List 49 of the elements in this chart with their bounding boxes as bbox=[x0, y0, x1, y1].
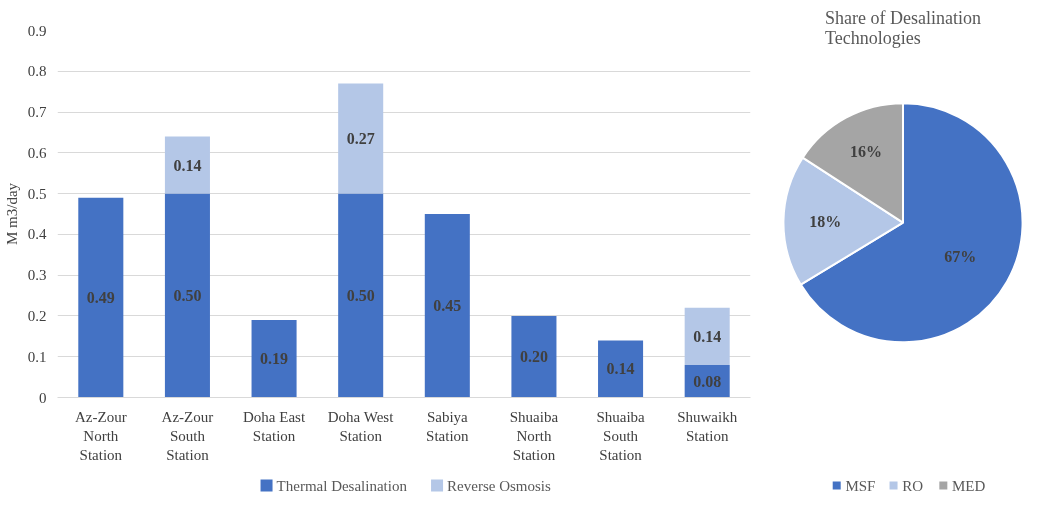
data-label: 0.45 bbox=[433, 297, 462, 315]
y-tick-label: 0.1 bbox=[27, 348, 47, 365]
bar bbox=[164, 193, 210, 398]
data-label: 0.14 bbox=[173, 156, 202, 174]
x-tick-label: Doha West Station bbox=[327, 408, 395, 444]
y-axis-title: M m3/day bbox=[3, 182, 20, 246]
bar bbox=[78, 197, 124, 398]
legend-label: Thermal Desalination bbox=[276, 477, 408, 494]
data-label: 0.14 bbox=[693, 327, 722, 345]
data-label: 0.14 bbox=[606, 360, 635, 378]
x-tick-label: Shuaiba South Station bbox=[596, 408, 646, 463]
y-tick-label: 0.7 bbox=[27, 104, 47, 121]
y-tick-label: 0.6 bbox=[27, 144, 47, 161]
x-tick-label: Doha East Station bbox=[243, 408, 306, 444]
data-label: 18% bbox=[809, 212, 842, 230]
legend-label: MED bbox=[952, 477, 986, 494]
legend-label: MSF bbox=[845, 477, 876, 494]
chart-title: Share of Desalination Technologies bbox=[825, 7, 981, 48]
y-tick-label: 0.5 bbox=[27, 185, 47, 202]
bar bbox=[338, 193, 384, 398]
legend-label: RO bbox=[902, 477, 924, 494]
bar bbox=[338, 83, 384, 194]
data-label: 67% bbox=[944, 248, 977, 266]
bar bbox=[684, 307, 730, 365]
bar bbox=[164, 136, 210, 194]
data-label: 0.49 bbox=[86, 289, 115, 307]
y-tick-label: 0.3 bbox=[27, 267, 47, 284]
data-label: 0.50 bbox=[173, 287, 202, 305]
data-label: 0.19 bbox=[260, 350, 289, 368]
data-label: 16% bbox=[849, 142, 882, 160]
data-label: 0.08 bbox=[693, 372, 722, 390]
legend-label: Reverse Osmosis bbox=[447, 477, 551, 494]
y-tick-label: 0.9 bbox=[27, 22, 47, 39]
y-tick-label: 0.2 bbox=[27, 307, 47, 324]
bar bbox=[511, 315, 557, 398]
bar bbox=[424, 214, 470, 398]
y-tick-label: 0.4 bbox=[27, 226, 47, 243]
x-tick-label: Shuaiba North Station bbox=[509, 408, 559, 463]
y-tick-label: 0 bbox=[39, 389, 47, 406]
x-tick-label: Shuwaikh Station bbox=[677, 408, 738, 444]
data-label: 0.20 bbox=[519, 348, 548, 366]
data-label: 0.50 bbox=[346, 287, 375, 305]
x-tick-label: Az-Zour South Station bbox=[161, 408, 214, 463]
y-tick-label: 0.8 bbox=[27, 63, 47, 80]
bar bbox=[251, 320, 297, 398]
x-tick-label: Az-Zour North Station bbox=[74, 408, 127, 463]
x-tick-label: Sabiya Station bbox=[426, 408, 470, 444]
bar bbox=[598, 340, 644, 398]
data-label: 0.27 bbox=[346, 130, 375, 148]
